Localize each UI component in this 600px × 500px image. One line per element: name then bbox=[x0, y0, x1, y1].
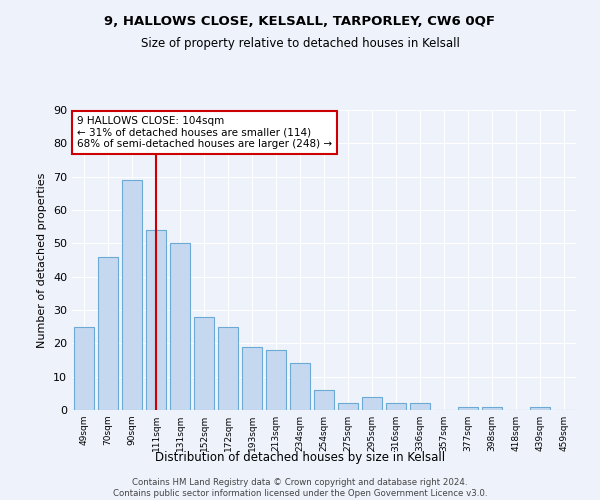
Bar bbox=[242, 346, 262, 410]
Bar bbox=[314, 390, 334, 410]
Bar bbox=[290, 364, 310, 410]
Text: Contains HM Land Registry data © Crown copyright and database right 2024.: Contains HM Land Registry data © Crown c… bbox=[132, 478, 468, 487]
Y-axis label: Number of detached properties: Number of detached properties bbox=[37, 172, 47, 348]
Bar bbox=[122, 180, 142, 410]
Bar bbox=[458, 406, 478, 410]
Bar bbox=[74, 326, 94, 410]
Bar bbox=[98, 256, 118, 410]
Text: 9, HALLOWS CLOSE, KELSALL, TARPORLEY, CW6 0QF: 9, HALLOWS CLOSE, KELSALL, TARPORLEY, CW… bbox=[104, 15, 496, 28]
Bar bbox=[170, 244, 190, 410]
Bar bbox=[410, 404, 430, 410]
Text: 9 HALLOWS CLOSE: 104sqm
← 31% of detached houses are smaller (114)
68% of semi-d: 9 HALLOWS CLOSE: 104sqm ← 31% of detache… bbox=[77, 116, 332, 149]
Bar bbox=[482, 406, 502, 410]
Bar bbox=[338, 404, 358, 410]
Bar bbox=[362, 396, 382, 410]
Text: Distribution of detached houses by size in Kelsall: Distribution of detached houses by size … bbox=[155, 451, 445, 464]
Bar bbox=[266, 350, 286, 410]
Text: Size of property relative to detached houses in Kelsall: Size of property relative to detached ho… bbox=[140, 38, 460, 51]
Bar bbox=[146, 230, 166, 410]
Bar bbox=[530, 406, 550, 410]
Bar bbox=[194, 316, 214, 410]
Bar bbox=[386, 404, 406, 410]
Text: Contains public sector information licensed under the Open Government Licence v3: Contains public sector information licen… bbox=[113, 490, 487, 498]
Bar bbox=[218, 326, 238, 410]
